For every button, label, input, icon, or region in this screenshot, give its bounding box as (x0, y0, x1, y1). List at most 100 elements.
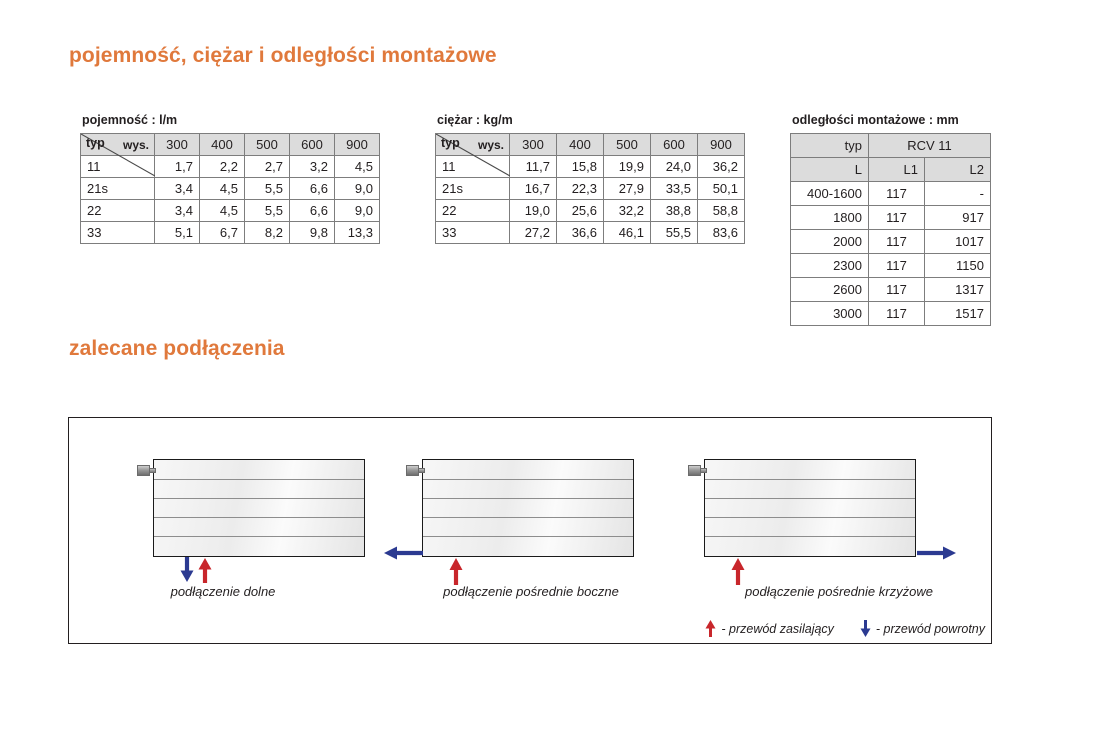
diagonal-divider-icon (81, 134, 155, 176)
column-header: 400 (556, 133, 604, 156)
weight-table-caption: ciężar : kg/m (437, 113, 513, 127)
table-row: 22 3,4 4,5 5,5 6,6 9,0 (80, 199, 380, 222)
radiator-panel-line (423, 498, 633, 499)
table-row: 2000 117 1017 (790, 229, 991, 254)
header-model-label: RCV 11 (868, 133, 991, 158)
table-cell: 6,7 (199, 221, 245, 244)
table-cell: 46,1 (603, 221, 651, 244)
weight-table: wys. typ 300 400 500 600 900 11 11,7 15,… (435, 133, 745, 244)
distance-table: typ RCV 11 L L1 L2 400-1600 117 - 1800 1… (790, 133, 991, 326)
return-arrow-down-icon (179, 557, 195, 583)
distance-table-block: odległości montażowe : mm typ RCV 11 L L… (790, 113, 991, 326)
diagonal-header-cell: wys. typ (435, 133, 510, 176)
table-cell: 1317 (924, 277, 991, 302)
table-row: 1800 117 917 (790, 205, 991, 230)
table-cell: 117 (868, 181, 925, 206)
weight-table-block: ciężar : kg/m wys. typ 300 400 500 600 9… (435, 113, 745, 244)
diagram-caption: podłączenie pośrednie krzyżowe (745, 584, 933, 599)
valve-fitting-icon (406, 464, 425, 477)
diagram-caption: podłączenie dolne (170, 584, 276, 599)
diagonal-header-cell: wys. typ (80, 133, 155, 176)
supply-arrow-up-icon (197, 557, 213, 583)
table-cell: 19,9 (603, 155, 651, 178)
table-row: 2300 117 1150 (790, 253, 991, 278)
diagram-legend: - przewód zasilający - przewód powrotny (705, 620, 985, 637)
table-cell: 36,2 (697, 155, 745, 178)
table-row: 400-1600 117 - (790, 181, 991, 206)
column-header: 400 (199, 133, 245, 156)
table-cell: 1150 (924, 253, 991, 278)
table-cell: 16,7 (509, 177, 557, 200)
table-cell: 36,6 (556, 221, 604, 244)
table-cell: 58,8 (697, 199, 745, 222)
table-cell: 6,6 (289, 177, 335, 200)
table-cell: 5,5 (244, 199, 290, 222)
table-cell: 6,6 (289, 199, 335, 222)
legend-label-return: - przewód powrotny (875, 621, 985, 636)
table-cell: 1517 (924, 301, 991, 326)
table-cell: 25,6 (556, 199, 604, 222)
row-label: 33 (435, 221, 510, 244)
supply-arrow-up-icon (448, 557, 464, 585)
page-title-connections: zalecane podłączenia (69, 337, 285, 360)
valve-stem (700, 468, 707, 473)
row-label: 2600 (790, 277, 869, 302)
radiator-panel-line (423, 479, 633, 480)
row-label: 3000 (790, 301, 869, 326)
column-header: 900 (697, 133, 745, 156)
table-cell: 55,5 (650, 221, 698, 244)
radiator-panel-line (705, 517, 915, 518)
subheader-l2: L2 (924, 157, 991, 182)
table-cell: 11,7 (509, 155, 557, 178)
valve-fitting-icon (137, 464, 156, 477)
table-cell: 50,1 (697, 177, 745, 200)
table-cell: 9,0 (334, 177, 380, 200)
diagram-cross-connection: podłączenie pośrednie krzyżowe (685, 418, 993, 643)
table-cell: 117 (868, 277, 925, 302)
table-cell: 27,2 (509, 221, 557, 244)
radiator-illustration (688, 459, 916, 557)
table-cell: 4,5 (334, 155, 380, 178)
column-header: 900 (334, 133, 380, 156)
row-label: 21s (435, 177, 510, 200)
table-cell: 1017 (924, 229, 991, 254)
table-cell: 1,7 (154, 155, 200, 178)
table-cell: 4,5 (199, 199, 245, 222)
row-label: 22 (80, 199, 155, 222)
table-row: 33 5,1 6,7 8,2 9,8 13,3 (80, 221, 380, 244)
radiator-illustration (406, 459, 634, 557)
table-cell: 3,4 (154, 199, 200, 222)
table-row: 22 19,0 25,6 32,2 38,8 58,8 (435, 199, 745, 222)
return-arrow-right-icon (917, 545, 957, 561)
table-cell: 117 (868, 205, 925, 230)
diagram-caption: podłączenie pośrednie boczne (443, 584, 619, 599)
table-cell: 117 (868, 301, 925, 326)
table-row: 11 11,7 15,8 19,9 24,0 36,2 (435, 155, 745, 178)
table-cell: 917 (924, 205, 991, 230)
diagram-side-connection: podłączenie pośrednie boczne (377, 418, 685, 643)
table-row: 33 27,2 36,6 46,1 55,5 83,6 (435, 221, 745, 244)
capacity-table-caption: pojemność : l/m (82, 113, 178, 127)
column-header: 600 (650, 133, 698, 156)
table-cell: 15,8 (556, 155, 604, 178)
column-header: 300 (509, 133, 557, 156)
table-cell: 38,8 (650, 199, 698, 222)
radiator-panel-line (705, 479, 915, 480)
legend-item-supply: - przewód zasilający (705, 620, 834, 637)
table-cell: 22,3 (556, 177, 604, 200)
table-cell: 3,2 (289, 155, 335, 178)
table-header-row: wys. typ 300 400 500 600 900 (80, 133, 380, 176)
table-cell: 9,0 (334, 199, 380, 222)
table-subheader-row: L L1 L2 (790, 157, 991, 182)
row-label: 400-1600 (790, 181, 869, 206)
table-cell: 13,3 (334, 221, 380, 244)
supply-arrow-up-icon (730, 557, 746, 585)
radiator-panel-line (423, 517, 633, 518)
table-cell: 5,1 (154, 221, 200, 244)
table-row: 3000 117 1517 (790, 301, 991, 326)
subheader-l: L (790, 157, 869, 182)
table-header-row: wys. typ 300 400 500 600 900 (435, 133, 745, 176)
table-cell: 4,5 (199, 177, 245, 200)
radiator-panel-line (154, 498, 364, 499)
